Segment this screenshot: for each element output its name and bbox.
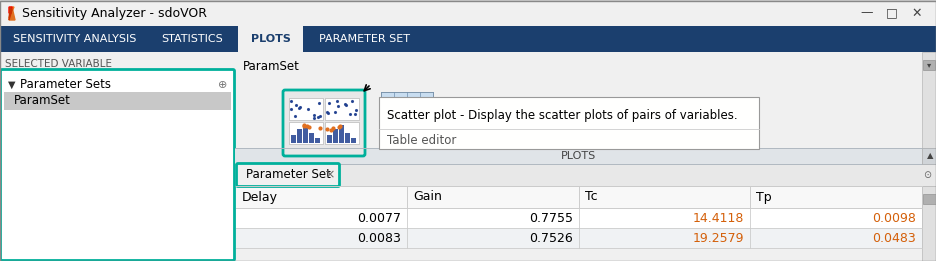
Text: Parameter Sets: Parameter Sets xyxy=(20,79,110,92)
Bar xyxy=(921,148,936,164)
Bar xyxy=(235,164,936,186)
Bar xyxy=(291,135,296,143)
Text: 0.7526: 0.7526 xyxy=(529,232,573,245)
Bar xyxy=(4,92,231,110)
Bar xyxy=(339,125,344,143)
Bar xyxy=(332,129,338,143)
Bar xyxy=(314,138,320,143)
Text: STATISTICS: STATISTICS xyxy=(161,34,223,44)
Text: Delay: Delay xyxy=(241,191,278,204)
Bar xyxy=(302,125,308,143)
Text: ⊕: ⊕ xyxy=(218,80,227,90)
Text: Table editor: Table editor xyxy=(387,133,456,146)
Text: 0.0483: 0.0483 xyxy=(871,232,915,245)
Bar xyxy=(309,133,314,143)
Bar xyxy=(288,122,323,144)
Bar xyxy=(235,148,936,164)
Text: 19.2579: 19.2579 xyxy=(693,232,744,245)
Text: Tc: Tc xyxy=(584,191,597,204)
Bar xyxy=(0,52,936,261)
Text: —: — xyxy=(860,7,872,20)
Bar xyxy=(381,92,432,128)
Text: 0.0098: 0.0098 xyxy=(871,211,915,224)
Text: 0.7755: 0.7755 xyxy=(529,211,573,224)
Bar xyxy=(325,98,358,120)
Text: 0.0083: 0.0083 xyxy=(358,232,401,245)
FancyBboxPatch shape xyxy=(283,90,365,156)
Bar xyxy=(297,129,301,143)
Text: PARAMETER SET: PARAMETER SET xyxy=(318,34,410,44)
Text: PLOTS: PLOTS xyxy=(250,34,290,44)
Bar xyxy=(288,98,323,120)
Bar xyxy=(236,186,921,208)
Bar xyxy=(351,138,356,143)
Bar xyxy=(344,133,350,143)
Bar xyxy=(238,26,302,52)
Bar xyxy=(921,186,936,261)
Bar xyxy=(922,194,935,204)
Text: 0.0077: 0.0077 xyxy=(358,211,401,224)
Bar xyxy=(236,208,921,228)
Polygon shape xyxy=(9,7,12,20)
Text: Parameter Set: Parameter Set xyxy=(246,169,330,181)
Bar xyxy=(325,122,358,144)
Text: Tp: Tp xyxy=(755,191,771,204)
Bar xyxy=(236,228,921,248)
Bar xyxy=(327,135,331,143)
Text: ParamSet: ParamSet xyxy=(242,60,300,73)
Bar xyxy=(0,0,936,26)
Text: ParamSet: ParamSet xyxy=(14,94,71,108)
Text: ⊙: ⊙ xyxy=(922,170,930,180)
Bar xyxy=(921,52,935,164)
Text: ✕: ✕ xyxy=(911,7,921,20)
Text: PLOTS: PLOTS xyxy=(561,151,595,161)
Text: 14.4118: 14.4118 xyxy=(693,211,744,224)
Text: Scatter plot - Display the scatter plots of pairs of variables.: Scatter plot - Display the scatter plots… xyxy=(387,109,737,122)
Polygon shape xyxy=(9,7,14,18)
FancyBboxPatch shape xyxy=(1,69,234,260)
Text: Sensitivity Analyzer - sdoVOR: Sensitivity Analyzer - sdoVOR xyxy=(22,7,207,20)
FancyBboxPatch shape xyxy=(236,163,339,187)
Text: ▲: ▲ xyxy=(926,151,932,161)
Text: ×: × xyxy=(325,169,335,181)
Text: Gain: Gain xyxy=(413,191,442,204)
Text: ▾: ▾ xyxy=(926,61,930,69)
Text: SELECTED VARIABLE: SELECTED VARIABLE xyxy=(5,59,112,69)
Bar xyxy=(0,26,936,52)
Text: SENSITIVITY ANALYSIS: SENSITIVITY ANALYSIS xyxy=(13,34,137,44)
Text: □: □ xyxy=(885,7,897,20)
Text: ▼: ▼ xyxy=(8,80,16,90)
Bar xyxy=(922,60,934,70)
Bar xyxy=(378,97,758,149)
Text: Scatter plot: Scatter plot xyxy=(289,161,358,174)
Polygon shape xyxy=(9,7,15,20)
Polygon shape xyxy=(9,7,12,13)
